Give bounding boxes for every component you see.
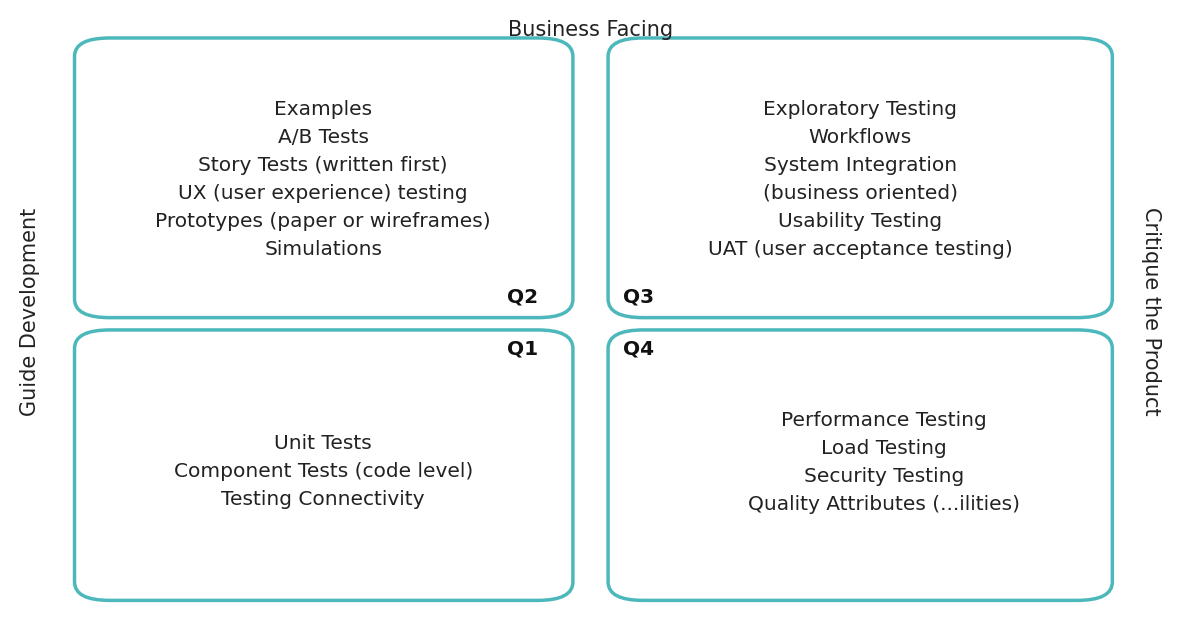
Text: Q3: Q3	[624, 288, 654, 307]
Text: Unit Tests
Component Tests (code level)
Testing Connectivity: Unit Tests Component Tests (code level) …	[174, 434, 472, 509]
Text: Critique the Product: Critique the Product	[1141, 207, 1161, 416]
Text: Guide Development: Guide Development	[20, 207, 40, 416]
Text: Q2: Q2	[507, 288, 537, 307]
FancyBboxPatch shape	[608, 38, 1113, 318]
Text: Exploratory Testing
Workflows
System Integration
(business oriented)
Usability T: Exploratory Testing Workflows System Int…	[707, 100, 1012, 259]
Text: Q4: Q4	[624, 339, 654, 358]
FancyBboxPatch shape	[608, 330, 1113, 601]
FancyBboxPatch shape	[74, 330, 573, 601]
Text: Q1: Q1	[507, 339, 537, 358]
FancyBboxPatch shape	[74, 38, 573, 318]
Text: Examples
A/B Tests
Story Tests (written first)
UX (user experience) testing
Prot: Examples A/B Tests Story Tests (written …	[156, 100, 491, 259]
Text: Performance Testing
Load Testing
Security Testing
Quality Attributes (...ilities: Performance Testing Load Testing Securit…	[748, 411, 1019, 513]
Text: Business Facing: Business Facing	[508, 19, 673, 39]
